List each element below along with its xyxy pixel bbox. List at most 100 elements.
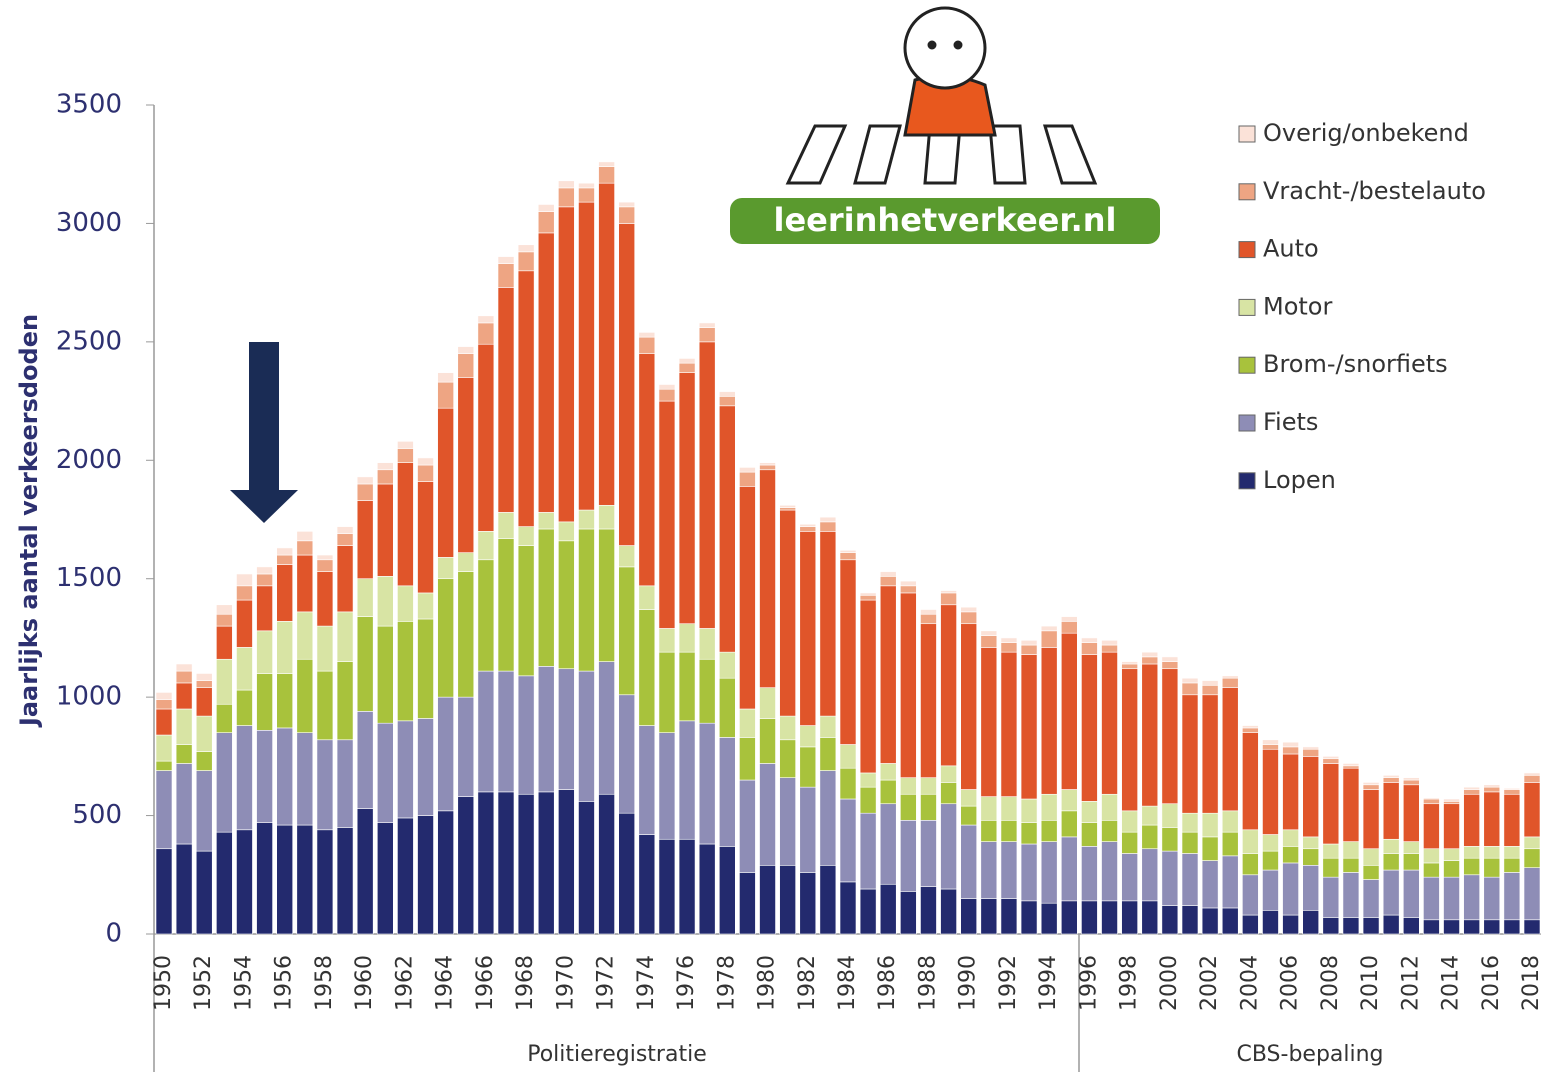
bar-segment — [1020, 644, 1038, 655]
bar-segment — [216, 613, 233, 627]
x-tick-label: 1970 — [553, 955, 578, 1011]
bar-segment — [1201, 680, 1219, 686]
bar-segment — [1402, 853, 1420, 871]
bar-segment — [477, 559, 495, 672]
bar-segment — [558, 206, 575, 523]
bar-segment — [960, 824, 978, 899]
bar-segment — [698, 658, 716, 724]
bar-segment — [537, 232, 555, 513]
x-tick-label: 2008 — [1318, 955, 1343, 1011]
legend-label: Auto — [1263, 235, 1319, 263]
bar-segment — [718, 677, 736, 738]
bar-segment — [920, 793, 937, 821]
bar-segment — [598, 166, 615, 184]
bar-segment — [477, 322, 495, 345]
bar-segment — [879, 763, 897, 781]
bar-segment — [779, 865, 796, 935]
bar-segment — [578, 509, 595, 530]
bar-segment — [1322, 758, 1340, 764]
logo-text: leerinhetverkeer.nl — [774, 201, 1117, 239]
bar-segment — [1483, 857, 1501, 878]
bar-segment — [236, 725, 253, 831]
x-tick-label: 1962 — [392, 955, 417, 1011]
bar-segment — [276, 727, 294, 826]
bar-segment — [1242, 874, 1259, 916]
bar-segment — [1443, 803, 1460, 850]
bar-segment — [1040, 625, 1058, 632]
bar-segment — [256, 585, 273, 632]
x-tick-label: 2010 — [1358, 955, 1383, 1011]
bar-segment — [900, 777, 917, 795]
bar-segment — [1221, 675, 1239, 679]
bar-segment — [1121, 853, 1138, 902]
bar-segment — [1101, 644, 1118, 653]
bar-segment — [1040, 647, 1058, 795]
bar-segment — [236, 585, 253, 601]
bar-segment — [1302, 748, 1320, 757]
bar-segment — [175, 843, 193, 935]
bar-segment — [980, 796, 998, 821]
bar-segment — [1242, 853, 1259, 876]
bar-segment — [779, 504, 796, 508]
bar-segment — [1101, 651, 1118, 795]
bar-segment — [457, 377, 475, 553]
bar-segment — [960, 805, 978, 826]
bar-segment — [175, 763, 193, 845]
bar-segment — [1503, 872, 1521, 921]
bar-segment — [236, 647, 253, 691]
bar-segment — [1523, 848, 1541, 868]
bar-segment — [1362, 848, 1380, 866]
bar-segment — [618, 223, 636, 546]
bar-segment — [1362, 789, 1380, 850]
bar-segment — [276, 621, 294, 674]
bar-segment — [175, 663, 193, 672]
legend-label: Vracht-/bestelauto — [1263, 177, 1486, 205]
y-tick-label: 1000 — [56, 682, 122, 712]
bar-segment — [276, 564, 294, 622]
bar-segment — [1181, 694, 1199, 814]
bar-segment — [1282, 846, 1299, 864]
bar-segment — [1181, 677, 1199, 684]
bar-segment — [1221, 831, 1239, 857]
bar-segment — [1483, 919, 1501, 935]
bar-segment — [960, 606, 978, 613]
bar-segment — [1101, 900, 1118, 935]
bar-segment — [1523, 772, 1541, 776]
bar-segment — [397, 462, 414, 587]
bar-segment — [1000, 637, 1018, 643]
bar-segment — [1121, 661, 1138, 665]
bar-segment — [598, 182, 615, 506]
bar-segment — [1040, 841, 1058, 904]
bar-segment — [256, 730, 273, 823]
bar-segment — [296, 824, 314, 935]
bar-segment — [1040, 902, 1058, 935]
bar-segment — [1101, 820, 1118, 842]
bar-segment — [1503, 846, 1521, 859]
bar-segment — [578, 201, 595, 511]
bar-segment — [195, 715, 213, 752]
bar-segment — [1483, 846, 1501, 859]
bar-segment — [879, 803, 897, 885]
bar-segment — [1181, 831, 1199, 854]
bar-segment — [1362, 879, 1380, 918]
bar-segment — [1382, 777, 1400, 783]
bar-segment — [859, 772, 877, 788]
bar-segment — [216, 831, 233, 935]
bar-segment — [1523, 867, 1541, 921]
bar-segment — [497, 512, 515, 539]
bar-segment — [1221, 677, 1239, 688]
bar-segment — [1221, 907, 1239, 935]
bar-segment — [618, 201, 636, 208]
bar-segment — [336, 611, 354, 662]
x-tick-label: 1984 — [835, 955, 860, 1011]
bar-segment — [296, 540, 314, 556]
bar-segment — [799, 526, 817, 532]
bar-segment — [1020, 639, 1038, 646]
bar-segment — [1060, 810, 1078, 838]
bar-segment — [578, 801, 595, 935]
bar-segment — [1302, 746, 1320, 750]
bar-segment — [1402, 841, 1420, 854]
bar-segment — [1423, 797, 1440, 800]
bar-segment — [1060, 900, 1078, 935]
bar-segment — [256, 673, 273, 731]
